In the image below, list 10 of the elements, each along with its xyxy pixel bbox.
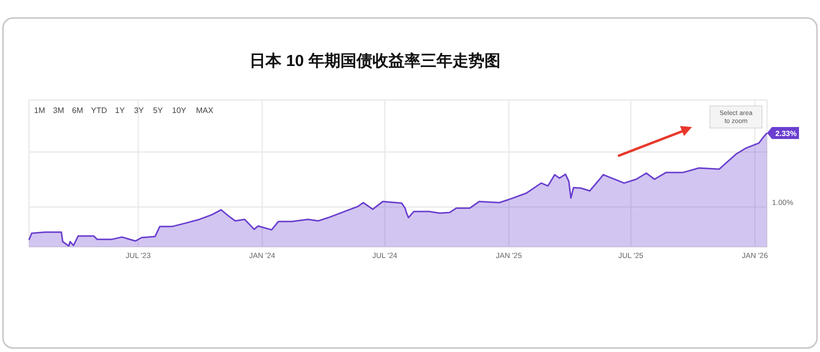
text: 10Y [172,106,187,115]
text: MAX [196,106,214,115]
text: 5Y [153,106,164,115]
text: 1Y [115,106,126,115]
text: 6M [72,106,84,115]
text: 1M [34,106,46,115]
text: 3M [53,106,64,115]
text: YTD [91,106,108,115]
chart-title: 日本 10 年期国债收益率三年走势图 [250,51,500,70]
text: 3Y [134,106,144,115]
